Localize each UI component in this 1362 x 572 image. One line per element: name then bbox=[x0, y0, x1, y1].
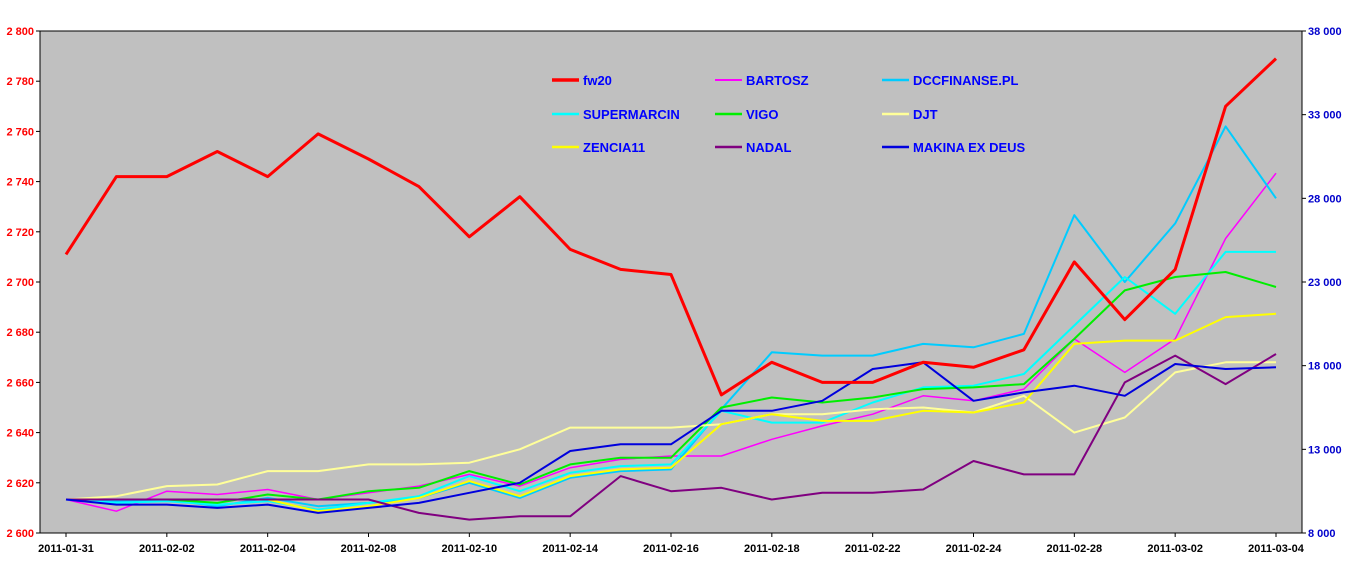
x-tick-label: 2011-01-31 bbox=[38, 543, 94, 555]
legend-label-supermarcin: SUPERMARCIN bbox=[583, 107, 680, 122]
series-line-dccfinanse-pl bbox=[65, 125, 1277, 508]
legend-label-makina-ex-deus: MAKINA EX DEUS bbox=[913, 140, 1026, 155]
left-tick-label: 2 700 bbox=[6, 277, 34, 289]
x-tick-label: 2011-02-14 bbox=[542, 543, 599, 555]
left-tick-label: 2 640 bbox=[6, 428, 34, 440]
series-line-nadal bbox=[66, 353, 1277, 521]
legend: fw20 BARTOSZ DCCFINANSE.PL SUPERMARCIN VIGO D… bbox=[552, 73, 1026, 155]
legend-label-dccfinanse-pl: DCCFINANSE.PL bbox=[913, 73, 1019, 88]
left-tick-label: 2 600 bbox=[6, 528, 34, 540]
right-tick-label: 13 000 bbox=[1308, 444, 1342, 456]
legend-label-nadal: NADAL bbox=[746, 140, 792, 155]
x-tick-label: 2011-03-02 bbox=[1147, 543, 1203, 555]
right-tick-label: 38 000 bbox=[1308, 26, 1342, 38]
legend-label-zencia11: ZENCIA11 bbox=[583, 140, 645, 155]
x-tick-label: 2011-02-28 bbox=[1046, 543, 1102, 555]
series-line-fw20 bbox=[64, 57, 1278, 397]
x-tick-label: 2011-02-24 bbox=[946, 543, 1003, 555]
x-tick-label: 2011-02-02 bbox=[139, 543, 195, 555]
series-line-djt bbox=[65, 361, 1276, 501]
legend-label-djt: DJT bbox=[913, 107, 938, 122]
x-tick-label: 2011-02-16 bbox=[643, 543, 699, 555]
left-tick-label: 2 760 bbox=[6, 126, 34, 138]
series-line-makina-ex-deus bbox=[65, 361, 1277, 514]
x-tick-label: 2011-02-08 bbox=[341, 543, 397, 555]
legend-label-vigo: VIGO bbox=[746, 107, 779, 122]
right-tick-label: 18 000 bbox=[1308, 361, 1342, 373]
right-tick-label: 23 000 bbox=[1308, 277, 1342, 289]
x-tick-label: 2011-03-04 bbox=[1248, 543, 1305, 555]
series-line-supermarcin bbox=[65, 250, 1276, 511]
left-tick-label: 2 800 bbox=[6, 26, 34, 38]
right-tick-label: 28 000 bbox=[1308, 193, 1342, 205]
x-tick-label: 2011-02-22 bbox=[845, 543, 901, 555]
legend-label-bartosz: BARTOSZ bbox=[746, 73, 809, 88]
left-tick-label: 2 680 bbox=[6, 327, 34, 339]
x-tick-label: 2011-02-10 bbox=[441, 543, 497, 555]
x-tick-label: 2011-02-18 bbox=[744, 543, 800, 555]
x-tick-label: 2011-02-04 bbox=[240, 543, 297, 555]
left-tick-label: 2 780 bbox=[6, 76, 34, 88]
left-tick-label: 2 740 bbox=[6, 177, 34, 189]
left-tick-label: 2 660 bbox=[6, 377, 34, 389]
left-tick-label: 2 620 bbox=[6, 478, 34, 490]
right-tick-label: 33 000 bbox=[1308, 110, 1342, 122]
series-layer bbox=[64, 57, 1278, 521]
left-tick-label: 2 720 bbox=[6, 227, 34, 239]
axis-layer: 2 600 2 620 2 640 2 660 2 680 2 700 2 720 2 740… bbox=[6, 26, 1341, 555]
legend-label-fw20: fw20 bbox=[583, 73, 612, 88]
series-line-vigo bbox=[66, 271, 1277, 504]
right-tick-label: 8 000 bbox=[1308, 528, 1336, 540]
